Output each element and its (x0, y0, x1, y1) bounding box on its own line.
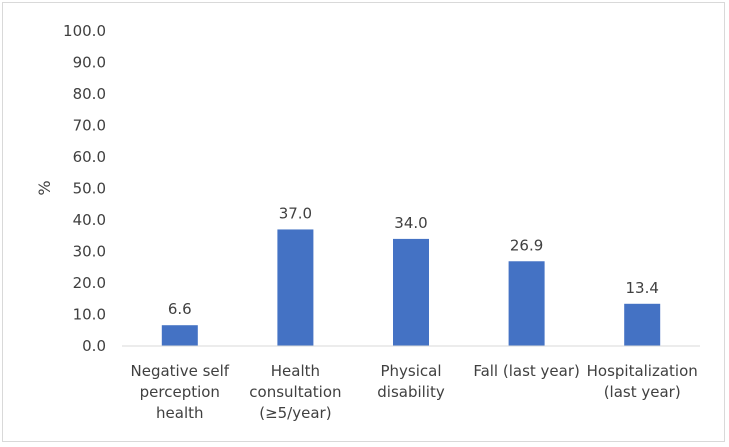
bar (508, 261, 545, 346)
x-tick-label: Negative self (131, 362, 230, 380)
x-tick-label: Hospitalization (587, 362, 698, 380)
x-tick-label: disability (377, 383, 445, 401)
bar (624, 303, 661, 346)
x-tick-label: Fall (last year) (473, 362, 580, 380)
chart-frame (2, 2, 725, 442)
y-tick-label: 50.0 (73, 180, 106, 198)
x-tick-label: health (156, 404, 203, 422)
x-tick-label: Health (271, 362, 320, 380)
bar (393, 238, 429, 346)
x-tick-label: Physical (380, 362, 441, 380)
bar (161, 325, 198, 346)
y-tick-label: 90.0 (73, 54, 106, 72)
x-tick-label: (≥5/year) (259, 404, 331, 422)
x-tick-label: (last year) (604, 383, 681, 401)
data-label: 6.6 (168, 300, 192, 318)
y-tick-label: 10.0 (73, 306, 106, 324)
y-tick-label: 100.0 (63, 22, 106, 40)
y-tick-label: 30.0 (73, 243, 106, 261)
y-tick-label: 20.0 (73, 274, 106, 292)
bar (277, 229, 314, 346)
data-label: 13.4 (625, 279, 658, 297)
x-tick-label: consultation (249, 383, 341, 401)
y-axis-label: % (35, 180, 54, 195)
data-label: 26.9 (510, 236, 543, 254)
y-tick-label: 0.0 (82, 337, 106, 355)
y-tick-label: 70.0 (73, 117, 106, 135)
y-tick-label: 80.0 (73, 85, 106, 103)
y-tick-label: 60.0 (73, 148, 106, 166)
y-tick-label: 40.0 (73, 211, 106, 229)
data-label: 37.0 (279, 204, 312, 222)
data-label: 34.0 (394, 214, 427, 232)
x-tick-label: perception (140, 383, 220, 401)
